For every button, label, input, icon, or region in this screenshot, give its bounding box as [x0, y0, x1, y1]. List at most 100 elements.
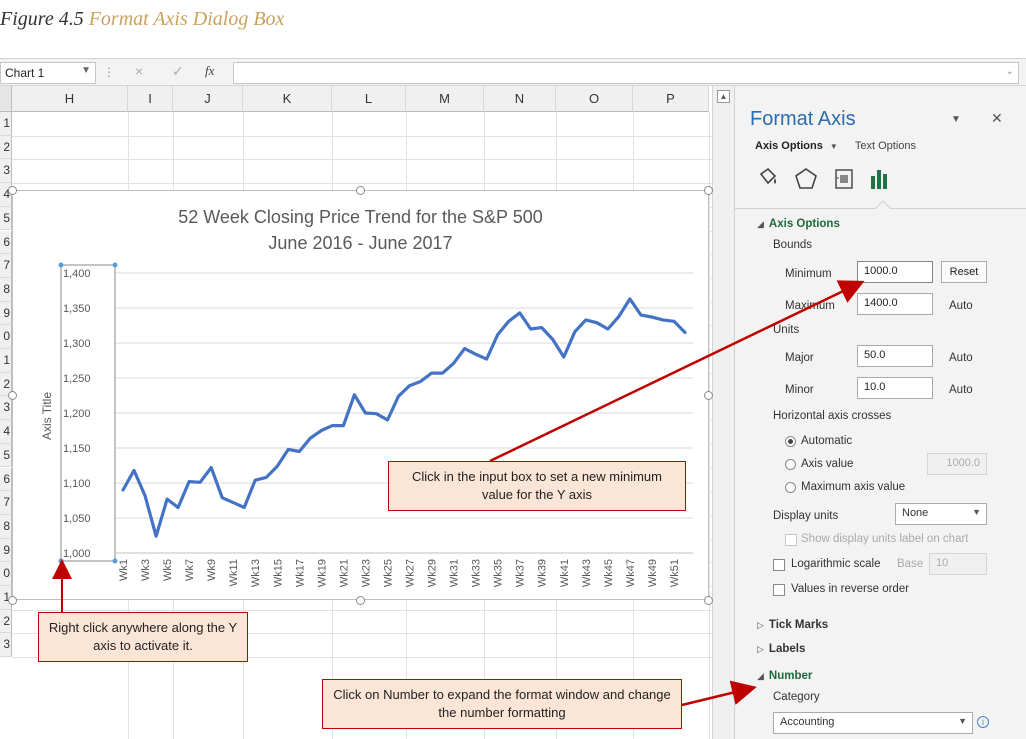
log-scale-checkbox[interactable]: [773, 559, 785, 571]
column-header-M[interactable]: M: [406, 86, 484, 112]
resize-handle[interactable]: [356, 186, 365, 195]
y-axis-title[interactable]: Axis Title: [40, 391, 54, 440]
chart-subtitle[interactable]: June 2016 - June 2017: [268, 233, 453, 253]
x-tick-label: Wk7: [184, 559, 196, 581]
resize-handle[interactable]: [8, 186, 17, 195]
column-header-K[interactable]: K: [243, 86, 332, 112]
scroll-up-icon[interactable]: ▲: [717, 90, 730, 103]
x-tick-label: Wk33: [471, 559, 483, 587]
vertical-scrollbar[interactable]: ▲: [712, 86, 734, 739]
resize-handle[interactable]: [704, 391, 713, 400]
section-labels[interactable]: ▷ Labels: [757, 643, 805, 655]
plot-area[interactable]: 1,000 1,050 1,100 1,150 1,200 1,250 1,300 1,350…: [13, 191, 710, 601]
fill-line-icon[interactable]: [755, 166, 781, 192]
reverse-order-checkbox[interactable]: [773, 584, 785, 596]
column-header-I[interactable]: I: [128, 86, 173, 112]
major-auto[interactable]: Auto: [949, 352, 973, 364]
enter-icon[interactable]: ✓: [172, 63, 184, 79]
column-header-O[interactable]: O: [556, 86, 633, 112]
cancel-icon[interactable]: ×: [135, 63, 144, 79]
column-header-L[interactable]: L: [332, 86, 406, 112]
y-axis-handle: [58, 558, 64, 564]
reset-button[interactable]: Reset: [941, 261, 987, 283]
row-header[interactable]: 5: [0, 443, 12, 468]
max-axis-value-radio[interactable]: [785, 482, 796, 493]
row-header[interactable]: 6: [0, 467, 12, 492]
caption-title: Format Axis Dialog Box: [88, 8, 285, 30]
axis-value-radio[interactable]: [785, 459, 796, 470]
callout-number: Click on Number to expand the format win…: [322, 679, 682, 729]
resize-handle[interactable]: [8, 391, 17, 400]
row-header[interactable]: 1: [0, 112, 12, 136]
select-all-corner[interactable]: [0, 86, 12, 112]
row-header[interactable]: 3: [0, 396, 12, 421]
close-icon[interactable]: ✕: [991, 110, 1003, 126]
chevron-down-icon[interactable]: ▼: [81, 65, 91, 76]
row-header[interactable]: 2: [0, 135, 12, 160]
gridline: [12, 657, 712, 659]
axis-options-bar-icon[interactable]: [867, 166, 893, 192]
row-header[interactable]: 1: [0, 349, 12, 373]
fx-icon[interactable]: fx: [205, 63, 215, 78]
resize-handle[interactable]: [356, 596, 365, 605]
row-header[interactable]: 3: [0, 633, 12, 658]
automatic-radio[interactable]: [785, 436, 796, 447]
row-header[interactable]: 0: [0, 325, 12, 349]
section-axis-options[interactable]: ◢ Axis Options: [757, 218, 840, 230]
minor-auto[interactable]: Auto: [949, 384, 973, 396]
show-units-checkbox[interactable]: [785, 534, 797, 546]
major-input[interactable]: 50.0: [857, 345, 933, 367]
resize-handle[interactable]: [8, 596, 17, 605]
maximum-auto[interactable]: Auto: [949, 300, 973, 312]
reverse-order-label[interactable]: Values in reverse order: [791, 583, 910, 595]
row-header[interactable]: 8: [0, 277, 12, 302]
axis-value-input[interactable]: 1000.0: [927, 453, 987, 475]
log-scale-label[interactable]: Logarithmic scale: [791, 558, 881, 570]
row-header[interactable]: 5: [0, 206, 12, 231]
row-header[interactable]: 3: [0, 159, 12, 184]
column-header-J[interactable]: J: [173, 86, 243, 112]
row-header[interactable]: 2: [0, 609, 12, 634]
row-header[interactable]: 9: [0, 301, 12, 326]
column-header-P[interactable]: P: [633, 86, 709, 112]
minimum-input[interactable]: 1000.0: [857, 261, 933, 283]
info-icon[interactable]: i: [977, 716, 989, 728]
row-header[interactable]: 9: [0, 538, 12, 563]
category-select[interactable]: Accounting ▼: [773, 712, 973, 734]
tab-dropdown-icon[interactable]: ▼: [829, 142, 838, 151]
resize-handle[interactable]: [704, 186, 713, 195]
row-header[interactable]: 2: [0, 372, 12, 397]
chart-area[interactable]: 52 Week Closing Price Trend for the S&P …: [12, 190, 709, 600]
pane-options-icon[interactable]: ▼: [951, 114, 961, 125]
row-header[interactable]: 7: [0, 491, 12, 515]
row-header[interactable]: 6: [0, 230, 12, 255]
y-tick-label: 1,250: [63, 373, 91, 385]
maximum-input[interactable]: 1400.0: [857, 293, 933, 315]
effects-icon[interactable]: [793, 166, 819, 192]
column-header-N[interactable]: N: [484, 86, 556, 112]
resize-handle[interactable]: [704, 596, 713, 605]
display-units-select[interactable]: None ▼: [895, 503, 987, 525]
minor-label: Minor: [785, 384, 814, 396]
row-header[interactable]: 8: [0, 514, 12, 539]
tab-axis-options[interactable]: Axis Options: [755, 140, 823, 152]
automatic-label[interactable]: Automatic: [801, 435, 853, 447]
expand-formula-icon[interactable]: ⌄: [1005, 66, 1014, 77]
base-input[interactable]: 10: [929, 553, 987, 575]
name-box[interactable]: Chart 1 ▼: [0, 62, 96, 84]
chart-title[interactable]: 52 Week Closing Price Trend for the S&P …: [178, 207, 543, 227]
row-header[interactable]: 4: [0, 420, 12, 444]
drag-handle-icon[interactable]: ⋮: [103, 65, 115, 79]
tab-text-options[interactable]: Text Options: [854, 140, 917, 152]
row-header[interactable]: 0: [0, 562, 12, 586]
section-number[interactable]: ◢ Number: [757, 670, 812, 682]
row-header[interactable]: 7: [0, 254, 12, 278]
max-axis-value-label[interactable]: Maximum axis value: [801, 481, 906, 493]
formula-input[interactable]: ⌄: [233, 62, 1019, 84]
axis-value-label[interactable]: Axis value: [801, 458, 854, 470]
x-tick-label: Wk5: [162, 559, 174, 581]
column-header-H[interactable]: H: [12, 86, 128, 112]
section-tick-marks[interactable]: ▷ Tick Marks: [757, 619, 828, 631]
minor-input[interactable]: 10.0: [857, 377, 933, 399]
size-properties-icon[interactable]: [831, 166, 857, 192]
